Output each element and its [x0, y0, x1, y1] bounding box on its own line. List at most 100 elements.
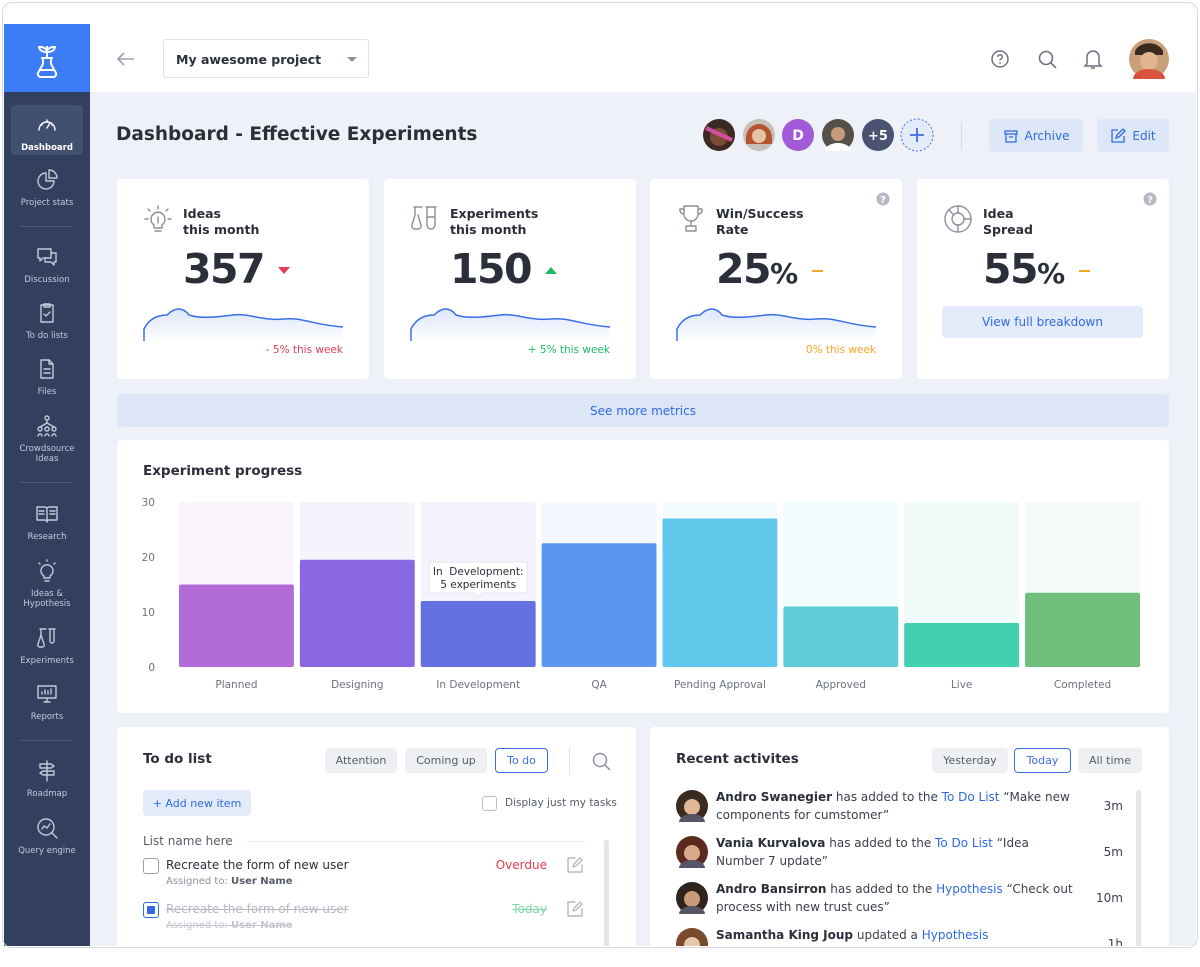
member-avatar[interactable]: [822, 119, 854, 151]
metric-icon: [410, 203, 442, 241]
sidebar-label: Roadmap: [26, 789, 68, 799]
filter-checkbox[interactable]: [482, 796, 497, 811]
assignee-label: Assigned to:: [166, 876, 228, 887]
task-edit[interactable]: [566, 900, 584, 922]
page-title: Dashboard - Effective Experiments: [116, 124, 478, 145]
activity-avatar: [676, 928, 708, 946]
sidebar-label: Reports: [30, 712, 64, 722]
sidebar-divider: [20, 482, 73, 483]
bar: [420, 601, 536, 667]
todo-search[interactable]: [589, 749, 613, 773]
metric-action[interactable]: View full breakdown: [942, 306, 1143, 338]
back-arrow[interactable]: [114, 48, 138, 70]
activity-card: Recent activites Yesterday Today All time A…: [650, 727, 1169, 946]
activity-avatar: [676, 790, 708, 826]
sidebar-icon: [38, 119, 56, 131]
member-avatar[interactable]: [703, 119, 735, 151]
help-icon[interactable]: ?: [1143, 191, 1157, 210]
help-icon[interactable]: ?: [876, 191, 890, 210]
activity-tab[interactable]: Yesterday: [932, 748, 1008, 773]
activity-tab-label: Yesterday: [943, 754, 997, 767]
todo-tab[interactable]: Coming up: [405, 748, 487, 773]
y-tick-label: 20: [142, 552, 155, 564]
sidebar-item[interactable]: To do lists: [11, 301, 83, 341]
bell-icon[interactable]: [1081, 46, 1105, 72]
see-more-button[interactable]: See more metrics: [117, 394, 1169, 427]
activity-text: Andro Swanegier has added to the To Do L…: [716, 788, 1076, 824]
metric-value: 150: [450, 245, 533, 293]
metric-card: Win/Success Rate? 25% 0% this week: [650, 179, 902, 379]
sidebar-icon: [37, 628, 56, 648]
metric-icon: [143, 203, 175, 241]
activity-target[interactable]: Hypothesis: [936, 882, 1003, 896]
scrollbar[interactable]: [1136, 790, 1141, 946]
sidebar-item[interactable]: Research: [11, 502, 83, 542]
sidebar-icon: [37, 685, 57, 703]
task-checkbox[interactable]: [143, 902, 159, 918]
edit-button[interactable]: Edit: [1097, 119, 1169, 152]
metric-change: + 5% this week: [527, 344, 610, 356]
sidebar-label: Experiments: [20, 656, 74, 666]
archive-button[interactable]: Archive: [989, 119, 1083, 152]
member-avatar[interactable]: [782, 119, 814, 151]
sidebar-item[interactable]: Dashboard: [11, 105, 83, 155]
svg-text:?: ?: [880, 195, 886, 206]
sidebar-item[interactable]: Reports: [11, 682, 83, 722]
sparkline-svg: [676, 308, 877, 341]
search-icon[interactable]: [1035, 47, 1059, 71]
activity-time: 10m: [1096, 891, 1123, 905]
project-select[interactable]: My awesome project: [163, 39, 369, 78]
bar: [1025, 592, 1140, 667]
activity-tab-label: Today: [1026, 754, 1059, 767]
todo-tab[interactable]: Attention: [325, 748, 397, 773]
logo[interactable]: [4, 24, 90, 92]
task-checkbox[interactable]: [143, 858, 159, 874]
task-edit[interactable]: [566, 856, 584, 878]
bar: [904, 623, 1020, 667]
sparkline: [676, 301, 878, 347]
sidebar-item[interactable]: Files: [11, 357, 83, 397]
sidebar-label: Crowdsource Ideas: [19, 444, 75, 464]
trend-indicator: [278, 260, 291, 279]
sidebar-item[interactable]: Query engine: [11, 816, 83, 856]
sidebar-item[interactable]: Discussion: [11, 245, 83, 285]
avatar-svg: [676, 882, 708, 914]
todo-tab-label: To do: [507, 754, 536, 767]
activity-tab[interactable]: All time: [1078, 748, 1142, 773]
sidebar-item[interactable]: Crowdsource Ideas: [11, 414, 83, 464]
add-item-button[interactable]: + Add new item: [143, 790, 251, 816]
help-icon[interactable]: [988, 47, 1012, 71]
activity-target[interactable]: Hypothesis: [921, 928, 989, 942]
help-dot: ?: [1143, 192, 1157, 206]
activity-user: Samantha King Joup: [716, 928, 854, 942]
assignee-name: User Name: [231, 920, 293, 931]
sidebar-item[interactable]: Ideas & Hypothesis: [11, 559, 83, 609]
x-tick-label: Pending Approval: [674, 679, 766, 691]
edit-icon: [567, 901, 583, 917]
member-avatar[interactable]: [743, 119, 775, 151]
logo-icon: [36, 45, 58, 78]
activity-action: has added to the: [830, 882, 933, 896]
trend-mark: [1079, 269, 1091, 272]
scrollbar[interactable]: [604, 840, 609, 946]
more-members[interactable]: [862, 119, 894, 151]
todo-title: To do list: [143, 751, 212, 767]
activity-time: 3m: [1103, 799, 1123, 813]
activity-target[interactable]: To Do List: [941, 790, 1000, 804]
todo-card: To do list + Add new item Display just m…: [117, 727, 636, 946]
metric-value-row: 25%: [716, 245, 825, 293]
divider: [569, 747, 570, 775]
todo-tab[interactable]: To do: [495, 748, 548, 773]
avatar-svg: [676, 790, 708, 822]
activity-target[interactable]: To Do List: [935, 836, 993, 850]
metric-icon-svg: [679, 205, 703, 232]
activity-action: updated a: [856, 928, 918, 942]
sidebar-item[interactable]: Roadmap: [11, 759, 83, 799]
sidebar-item[interactable]: Project stats: [11, 168, 83, 208]
sidebar-icon: [37, 169, 58, 190]
add-item-label: + Add new item: [152, 796, 242, 810]
bar: [783, 606, 899, 667]
user-avatar[interactable]: [1129, 39, 1169, 79]
sidebar-item[interactable]: Experiments: [11, 626, 83, 666]
activity-tab[interactable]: Today: [1014, 748, 1071, 773]
